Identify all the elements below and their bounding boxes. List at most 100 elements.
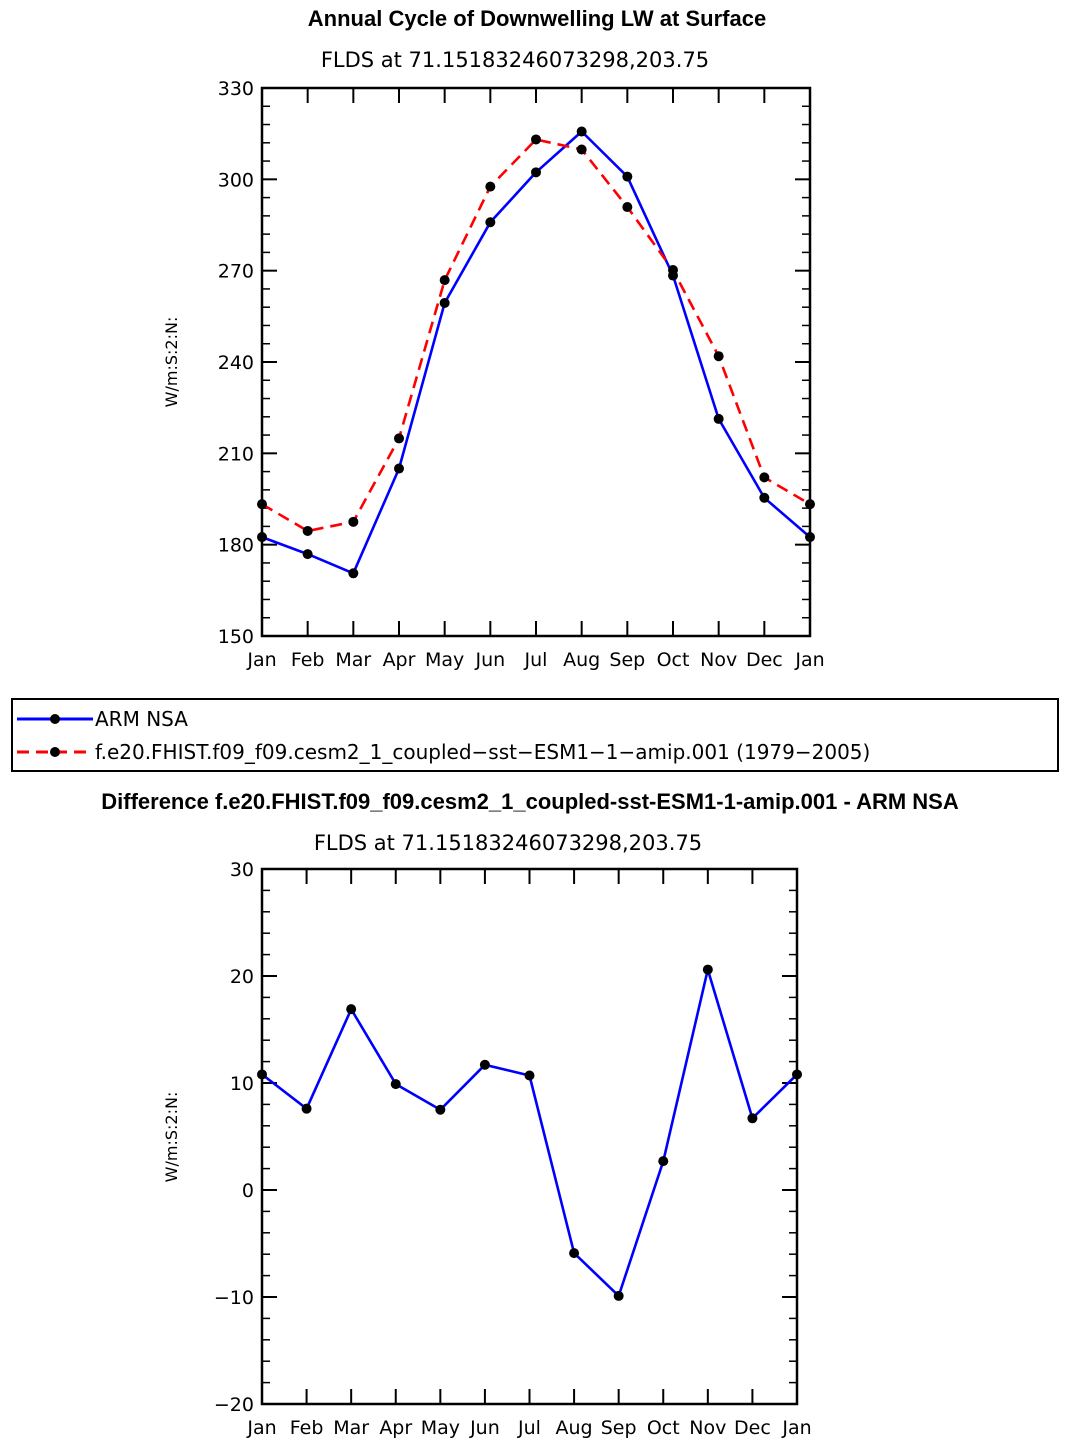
chart-title: Annual Cycle of Downwelling LW at Surfac…: [308, 6, 766, 31]
chart-title: Difference f.e20.FHIST.f09_f09.cesm2_1_c…: [101, 789, 959, 814]
y-tick-label: 20: [230, 966, 254, 988]
x-tick-label: Nov: [700, 649, 737, 671]
data-point: [390, 1079, 401, 1090]
x-tick-label: May: [425, 649, 464, 671]
y-tick-label: −20: [214, 1394, 254, 1416]
y-tick-label: 330: [218, 78, 254, 100]
data-point: [302, 525, 313, 536]
y-tick-label: 240: [218, 352, 254, 374]
data-point: [805, 532, 815, 543]
x-tick-label: Jul: [524, 649, 548, 671]
difference-chart: Difference f.e20.FHIST.f09_f09.cesm2_1_c…: [101, 789, 959, 1439]
data-point: [622, 202, 633, 213]
data-point: [346, 1004, 357, 1015]
x-tick-label: Dec: [746, 649, 783, 671]
data-point: [622, 171, 633, 182]
data-point: [576, 126, 587, 137]
data-point: [301, 1103, 312, 1114]
data-point: [569, 1248, 580, 1259]
x-tick-label: Nov: [689, 1417, 726, 1439]
y-tick-label: 150: [218, 626, 254, 648]
chart-subtitle: FLDS at 71.15183246073298,203.75: [321, 48, 709, 72]
x-tick-label: Sep: [601, 1417, 637, 1439]
data-point: [524, 1070, 535, 1081]
data-point: [759, 492, 770, 503]
x-tick-label: Dec: [734, 1417, 771, 1439]
data-point: [576, 144, 587, 155]
data-point: [257, 1069, 267, 1080]
y-tick-label: 270: [218, 261, 254, 283]
y-tick-label: 0: [242, 1180, 254, 1202]
x-tick-label: Apr: [383, 649, 416, 671]
legend-entry-obs: ARM NSA: [17, 707, 188, 731]
series-line-obs: [261, 968, 798, 1298]
data-point: [257, 499, 267, 510]
plot-frame: [260, 867, 799, 1406]
data-point: [531, 167, 541, 178]
legend: ARM NSA f.e20.FHIST.f09_f09.cesm2_1_coup…: [11, 698, 1059, 772]
x-tick-label: Mar: [335, 649, 371, 671]
x-tick-label: Oct: [647, 1417, 680, 1439]
data-point: [485, 217, 496, 228]
plot-series: [257, 126, 815, 579]
data-point: [747, 1113, 758, 1124]
x-tick-label: Jan: [781, 1417, 811, 1439]
legend-marker-obs: [50, 714, 60, 724]
legend-box: [11, 698, 1059, 772]
data-point: [394, 433, 404, 444]
data-point: [348, 516, 359, 527]
data-point: [805, 499, 815, 510]
x-tick-label: Aug: [563, 649, 600, 671]
y-tick-label: 30: [230, 859, 254, 881]
x-tick-label: Jul: [517, 1417, 541, 1439]
legend-label-obs: ARM NSA: [95, 707, 188, 731]
x-tick-label: Jan: [246, 649, 276, 671]
data-point: [792, 1069, 802, 1080]
data-point: [439, 297, 450, 308]
data-point: [658, 1156, 669, 1167]
data-point: [302, 549, 313, 560]
data-point: [613, 1290, 624, 1301]
x-tick-label: Jan: [246, 1417, 276, 1439]
legend-entry-model: f.e20.FHIST.f09_f09.cesm2_1_coupled−sst−…: [17, 740, 870, 764]
chart-subtitle: FLDS at 71.15183246073298,203.75: [314, 831, 702, 855]
y-tick-label: 300: [218, 169, 254, 191]
plot-axes: −20 −10 0 10 20 30 Jan Feb Mar Apr May Jun Jul Aug Sep…: [214, 859, 812, 1439]
x-tick-label: Sep: [609, 649, 645, 671]
data-point: [439, 275, 450, 286]
x-tick-label: May: [421, 1417, 460, 1439]
x-tick-label: Jun: [474, 649, 505, 671]
y-tick-label: 180: [218, 535, 254, 557]
data-point: [348, 568, 359, 579]
data-point: [759, 472, 770, 483]
data-point: [435, 1104, 446, 1115]
data-point: [485, 181, 496, 192]
data-point: [394, 463, 404, 474]
plot-series: [257, 964, 802, 1301]
series-line-obs: [261, 130, 811, 575]
plot-axes: 150 180 210 240 270 300 330 Jan Feb Mar Apr May Jun J…: [218, 78, 825, 671]
x-tick-label: Jun: [469, 1417, 500, 1439]
annual-cycle-chart: Annual Cycle of Downwelling LW at Surfac…: [162, 6, 825, 671]
data-point: [713, 413, 724, 424]
x-tick-label: Feb: [290, 1417, 324, 1439]
x-tick-label: Apr: [379, 1417, 412, 1439]
data-point: [668, 265, 678, 276]
x-tick-label: Mar: [333, 1417, 369, 1439]
legend-marker-model: [50, 747, 60, 757]
data-point: [257, 532, 267, 543]
y-tick-label: −10: [214, 1287, 254, 1309]
x-tick-label: Aug: [556, 1417, 593, 1439]
x-tick-label: Feb: [291, 649, 325, 671]
y-axis-label: W/m:S:2:N:: [162, 1092, 181, 1183]
x-tick-label: Jan: [794, 649, 824, 671]
x-tick-label: Oct: [657, 649, 690, 671]
data-point: [713, 351, 724, 362]
data-point: [479, 1059, 490, 1070]
y-tick-label: 210: [218, 443, 254, 465]
data-point: [531, 134, 541, 145]
series-line-model: [261, 138, 811, 533]
y-tick-label: 10: [230, 1073, 254, 1095]
y-axis-label: W/m:S:2:N:: [162, 317, 181, 408]
